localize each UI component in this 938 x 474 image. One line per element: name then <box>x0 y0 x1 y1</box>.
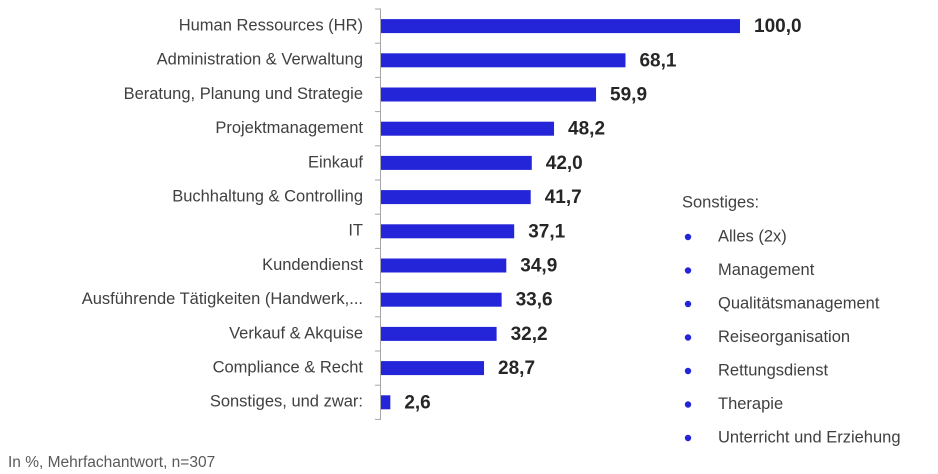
bar <box>381 258 507 273</box>
value-label: 68,1 <box>639 50 676 71</box>
side-list-item: Reiseorganisation <box>718 328 850 346</box>
category-label: Kundendienst <box>262 256 363 274</box>
bar <box>381 224 515 239</box>
bar <box>381 53 626 68</box>
bar <box>381 190 531 205</box>
category-label: Verkauf & Akquise <box>229 324 363 342</box>
value-label: 2,6 <box>404 392 430 413</box>
category-label: Ausführende Tätigkeiten (Handwerk,... <box>82 290 363 308</box>
bullet <box>684 367 692 375</box>
bar <box>381 361 485 376</box>
bullet <box>684 401 692 408</box>
side-list-item: Qualitätsmanagement <box>718 294 880 312</box>
bar <box>381 326 497 341</box>
value-label: 33,6 <box>516 290 553 311</box>
value-label: 41,7 <box>545 187 582 208</box>
category-label: Administration & Verwaltung <box>157 51 363 69</box>
value-label: 32,2 <box>511 324 548 345</box>
side-list-item: Unterricht und Erziehung <box>718 428 901 446</box>
value-label: 28,7 <box>498 358 535 379</box>
bullet <box>684 434 692 442</box>
value-label: 42,0 <box>546 153 583 174</box>
value-label: 37,1 <box>528 221 565 242</box>
bullet <box>684 267 692 274</box>
bullet <box>684 300 692 308</box>
bar <box>381 395 391 410</box>
footnote: In %, Mehrfachantwort, n=307 <box>8 454 215 471</box>
bar <box>381 87 597 102</box>
category-label: Buchhaltung & Controlling <box>172 187 363 205</box>
bar <box>381 155 532 170</box>
category-label: Beratung, Planung und Strategie <box>124 85 363 103</box>
value-label: 59,9 <box>610 85 647 106</box>
bullet <box>684 334 692 341</box>
bar <box>381 121 555 136</box>
side-list-item: Management <box>718 261 815 279</box>
category-label: Einkauf <box>308 153 363 171</box>
value-label: 34,9 <box>520 256 557 277</box>
value-label: 48,2 <box>568 119 605 140</box>
category-label: Human Ressources (HR) <box>179 16 363 34</box>
category-label: Sonstiges, und zwar: <box>210 393 363 411</box>
side-list-title: Sonstiges: <box>682 193 759 211</box>
category-label: IT <box>348 222 363 240</box>
side-list-item: Rettungsdienst <box>718 361 828 379</box>
side-list-item: Therapie <box>718 395 783 413</box>
category-label: Compliance & Recht <box>213 358 364 376</box>
bar <box>381 19 740 34</box>
value-label: 100,0 <box>754 16 802 37</box>
bar <box>381 292 502 307</box>
category-label: Projektmanagement <box>215 119 363 137</box>
bullet <box>684 233 692 241</box>
side-list-item: Alles (2x) <box>718 227 787 245</box>
